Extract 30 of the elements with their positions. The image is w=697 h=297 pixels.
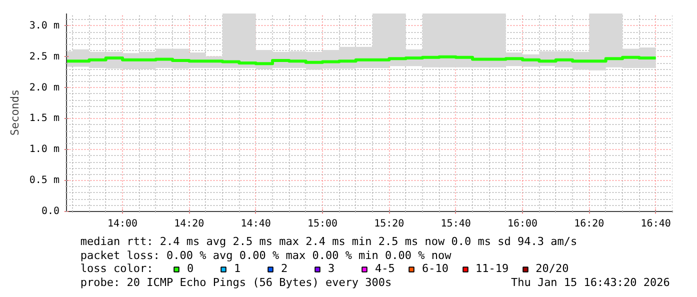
legend-label: 11-19 [476, 262, 509, 275]
y-tick-label: 3.0 m [29, 20, 60, 32]
x-tick-label: 16:00 [507, 218, 538, 230]
text: Thu Jan 15 16:43:20 2026 [510, 276, 670, 289]
y-tick-label: 0.0 [41, 206, 60, 217]
x-tick-label: 15:40 [440, 218, 471, 230]
x-tick-label: 14:00 [107, 218, 138, 230]
legend-label: 4-5 [375, 262, 395, 275]
x-tick-label: 16:40 [640, 218, 671, 230]
y-tick-label: 1.0 m [29, 144, 60, 156]
legend-label: 0 [187, 262, 195, 275]
y-axis-title: Seconds [8, 89, 22, 136]
legend-title: loss color: [80, 262, 154, 275]
y-tick-label: 2.0 m [29, 82, 60, 94]
legend-label: 3 [328, 262, 336, 275]
text: probe: 20 ICMP Echo Pings (56 Bytes) every 300s [80, 276, 392, 289]
x-tick-label: 14:40 [240, 218, 271, 230]
legend-label: 2 [281, 262, 289, 275]
y-tick-label: 0.5 m [29, 175, 60, 186]
x-tick-label: 16:20 [574, 218, 604, 230]
y-tick-label: 1.5 m [29, 113, 60, 124]
y-tick-label: 2.5 m [29, 51, 60, 62]
legend-label: 1 [234, 262, 242, 275]
x-tick-label: 14:20 [174, 218, 204, 230]
text: median rtt: 2.4 ms avg 2.5 ms max 2.4 ms min 2.5 ms now 0.0 ms sd 94.3 am/s [80, 235, 578, 248]
legend-label: 20/20 [536, 262, 569, 275]
text: packet loss: 0.00 % avg 0.00 % max 0.00 % min 0.00 % now [80, 249, 452, 262]
x-tick-label: 15:20 [374, 218, 404, 230]
legend-label: 6-10 [422, 262, 448, 275]
x-tick-label: 15:00 [307, 218, 338, 230]
